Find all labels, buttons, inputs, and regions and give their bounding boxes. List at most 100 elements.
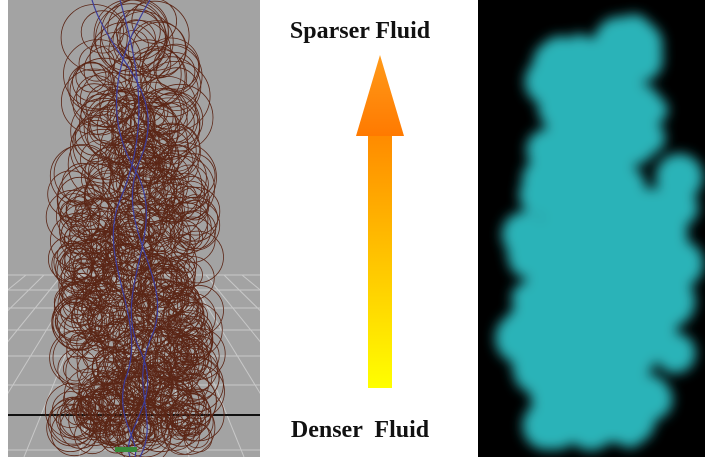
fluid-puff bbox=[616, 170, 635, 189]
fluid-puff bbox=[531, 56, 581, 106]
arrow-head bbox=[356, 55, 404, 136]
particle bbox=[175, 175, 209, 209]
fluid-puff bbox=[629, 298, 667, 337]
particle bbox=[74, 200, 101, 227]
grid-line bbox=[8, 274, 45, 312]
particle bbox=[159, 372, 217, 430]
particle bbox=[84, 325, 106, 347]
particle bbox=[108, 20, 172, 83]
grid-line bbox=[8, 274, 81, 395]
fluid-puff bbox=[501, 211, 548, 258]
particle bbox=[74, 417, 111, 455]
particle bbox=[102, 424, 121, 443]
particle bbox=[69, 114, 140, 184]
particle bbox=[121, 292, 154, 325]
particle bbox=[59, 272, 102, 316]
particle bbox=[133, 130, 169, 166]
particle bbox=[115, 334, 150, 368]
grid-line bbox=[8, 274, 63, 343]
fluid-puff bbox=[632, 99, 661, 128]
fluid-puff bbox=[518, 334, 543, 360]
particle bbox=[124, 46, 186, 108]
particle bbox=[172, 388, 225, 442]
particle bbox=[147, 281, 198, 332]
particle bbox=[58, 258, 111, 312]
particle bbox=[59, 407, 102, 449]
fluid-puff bbox=[581, 405, 610, 435]
particle bbox=[150, 253, 172, 274]
arrow-shaft bbox=[368, 134, 392, 388]
particle bbox=[64, 368, 116, 421]
particle bbox=[181, 390, 207, 416]
particle bbox=[82, 265, 132, 314]
particle bbox=[102, 153, 165, 217]
particle bbox=[90, 394, 140, 444]
particle bbox=[164, 403, 199, 437]
particle bbox=[168, 356, 224, 413]
particle bbox=[60, 252, 117, 309]
particle bbox=[56, 397, 99, 441]
particle-view bbox=[8, 0, 260, 457]
particle bbox=[171, 186, 221, 236]
particle bbox=[152, 406, 191, 445]
particle bbox=[140, 56, 202, 118]
particle bbox=[80, 71, 136, 128]
density-arrow: Sparser Fluid Denser Fluid bbox=[290, 18, 431, 443]
particle bbox=[121, 228, 143, 250]
particle bbox=[115, 8, 161, 54]
particle bbox=[154, 318, 200, 364]
guide-curve bbox=[115, 0, 151, 457]
particle bbox=[81, 239, 101, 259]
top-label: Sparser Fluid bbox=[290, 18, 431, 44]
particle bbox=[169, 164, 209, 204]
particle bbox=[90, 226, 127, 262]
particle bbox=[167, 289, 190, 313]
particle bbox=[166, 341, 219, 393]
particle bbox=[109, 403, 152, 446]
particle bbox=[111, 202, 164, 255]
particle bbox=[127, 399, 174, 446]
fluid-puff bbox=[559, 134, 605, 180]
fluid-puff bbox=[522, 401, 572, 450]
particle bbox=[103, 385, 135, 418]
particle bbox=[141, 272, 187, 318]
particle bbox=[145, 83, 214, 152]
particle bbox=[187, 387, 206, 406]
particle bbox=[119, 145, 176, 203]
particle bbox=[72, 61, 112, 102]
particle bbox=[145, 141, 217, 214]
particle bbox=[83, 91, 156, 163]
fluid-puff bbox=[613, 304, 630, 321]
manipulator bbox=[115, 447, 137, 452]
particle bbox=[149, 155, 215, 222]
particle bbox=[173, 196, 219, 242]
particle bbox=[114, 127, 156, 169]
particle bbox=[107, 0, 169, 61]
fluid-puff bbox=[514, 360, 545, 391]
particle bbox=[77, 375, 123, 421]
particle bbox=[150, 320, 203, 373]
particle bbox=[174, 328, 226, 380]
particle bbox=[74, 184, 110, 220]
particle bbox=[63, 396, 82, 415]
particle bbox=[58, 203, 111, 255]
particle bbox=[121, 81, 182, 142]
particle bbox=[119, 0, 190, 71]
particle bbox=[93, 303, 119, 329]
guide-curve bbox=[112, 0, 140, 457]
particle bbox=[52, 329, 109, 386]
particle bbox=[107, 230, 154, 276]
grid-line bbox=[23, 274, 99, 457]
particle bbox=[134, 92, 165, 123]
particle bbox=[148, 219, 176, 247]
fluid-puff bbox=[511, 282, 542, 314]
particle bbox=[107, 193, 151, 238]
particle bbox=[90, 381, 109, 400]
particle bbox=[102, 210, 155, 263]
particle bbox=[126, 148, 164, 187]
fluid-puff bbox=[597, 333, 617, 353]
particle bbox=[88, 111, 124, 147]
particle bbox=[109, 298, 143, 332]
particle bbox=[52, 391, 90, 429]
particle bbox=[72, 290, 121, 339]
